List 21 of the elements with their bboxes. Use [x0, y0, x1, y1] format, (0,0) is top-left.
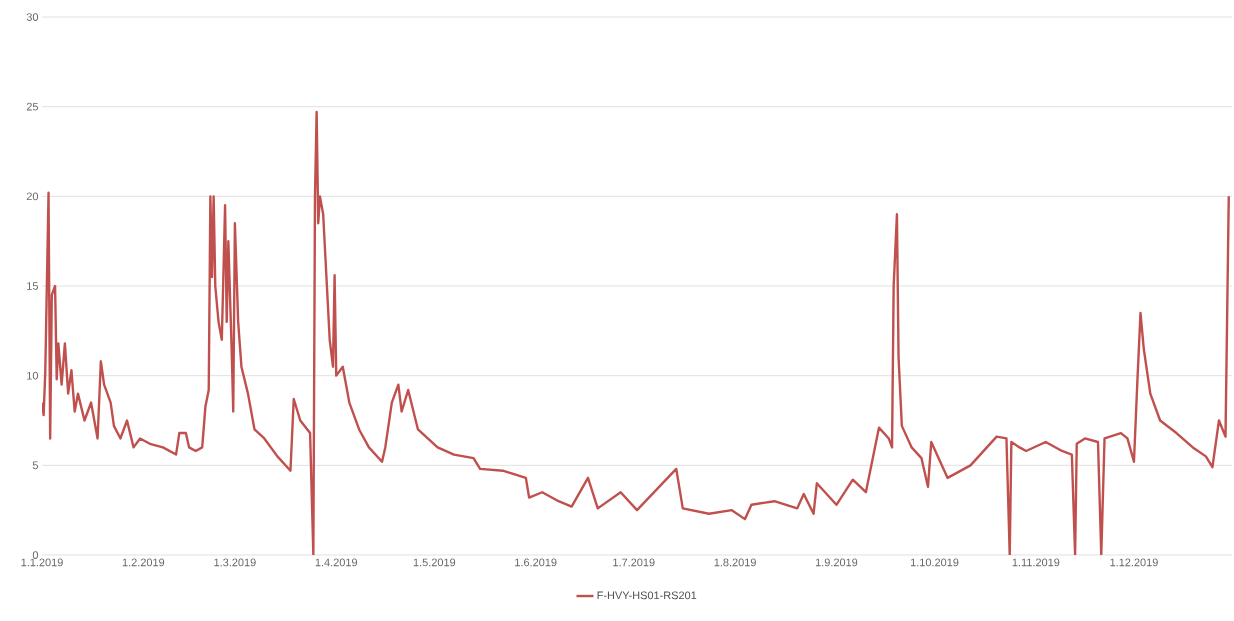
- x-tick-label: 1.2.2019: [122, 558, 165, 567]
- legend-label: F-HVY-HS01-RS201: [597, 591, 697, 600]
- x-tick-label: 1.5.2019: [413, 558, 456, 567]
- y-tick-label: 20: [26, 192, 39, 201]
- y-tick-label: 25: [26, 102, 39, 111]
- y-tick-label: 30: [26, 13, 39, 21]
- x-tick-label: 1.6.2019: [515, 558, 557, 567]
- x-tick-label: 1.3.2019: [214, 558, 256, 567]
- x-tick-label: 1.4.2019: [315, 558, 358, 567]
- x-tick-label: 1.8.2019: [714, 558, 756, 567]
- line-series: [42, 110, 1230, 555]
- y-tick-label: 10: [27, 371, 39, 380]
- x-tick-label: 1.9.2019: [815, 558, 858, 567]
- x-tick-label: 1.7.2019: [613, 558, 655, 567]
- x-tick-label: 1.1.2019: [21, 558, 63, 567]
- x-tick-label: 1.12.2019: [1110, 558, 1158, 567]
- y-tick-label: 5: [32, 461, 39, 470]
- y-tick-label: 15: [27, 282, 39, 290]
- x-tick-label: 1.11.2019: [1012, 558, 1060, 567]
- y-tick-label: 0: [32, 551, 39, 559]
- x-tick-label: 1.10.2019: [910, 558, 959, 567]
